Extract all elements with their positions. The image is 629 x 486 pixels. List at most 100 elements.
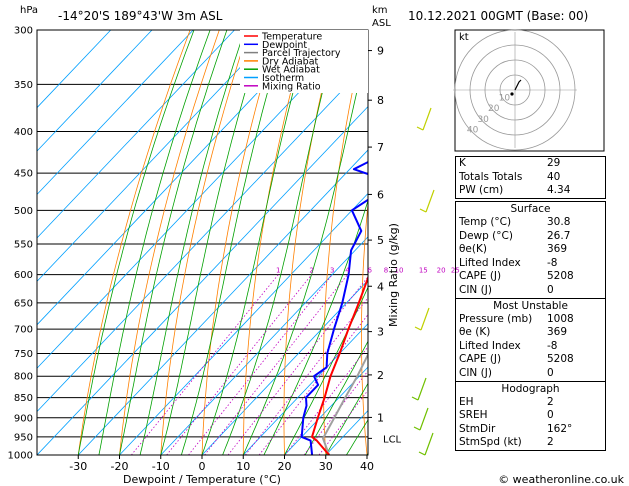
- legend-label: Parcel Trajectory: [262, 48, 341, 59]
- pressure-tick-label: 400: [14, 127, 33, 138]
- temp-tick-label: -20: [111, 460, 129, 473]
- surface-title: Surface: [510, 203, 551, 215]
- dry-adiabat: [160, 30, 249, 455]
- temperature-line: [311, 275, 368, 455]
- isotherm: [242, 323, 368, 455]
- temp-tick-label: 30: [319, 460, 333, 473]
- isotherm: [37, 30, 235, 239]
- wet-adiabat: [139, 30, 246, 455]
- legend-label: Dry Adiabat: [262, 56, 319, 67]
- index-row-pw: PW (cm) 4.34: [459, 184, 571, 197]
- hodograph-trace: [514, 79, 522, 91]
- hodograph-ring-label: 30: [477, 115, 489, 125]
- wet-adiabat: [284, 286, 368, 455]
- pressure-tick-label: 850: [14, 393, 33, 404]
- legend-label: Wet Adiabat: [262, 65, 320, 76]
- temp-tick-label: 20: [278, 460, 292, 473]
- pressure-tick-label: 750: [14, 349, 33, 360]
- surface-row: CIN (J) 0: [459, 283, 554, 296]
- dry-adiabat: [283, 30, 337, 455]
- temp-tick-label: 10: [236, 460, 250, 473]
- height-tick-label: 4: [377, 280, 384, 293]
- mixing-ratio-label: 2: [309, 267, 313, 275]
- wind-barb: [424, 432, 434, 456]
- mu-row: θe (K) 369: [459, 326, 568, 339]
- isotherm: [37, 30, 194, 196]
- temp-tick-label: 0: [199, 460, 206, 473]
- asl-label: ASL: [372, 18, 391, 29]
- dry-adiabat: [434, 30, 453, 455]
- dewpoint-line: [300, 160, 368, 455]
- mixing-ratio-label: 15: [419, 267, 428, 275]
- profiles: [300, 160, 368, 455]
- plot-frame: [36, 29, 369, 456]
- isotherm: [37, 30, 318, 326]
- wet-adiabat: [181, 30, 286, 455]
- wind-barb-flag: [416, 126, 424, 131]
- wind-barb: [417, 377, 427, 401]
- pressure-tick-label: 650: [14, 298, 33, 309]
- hodograph-ring-label: 40: [467, 125, 479, 135]
- pressure-tick-label: 900: [14, 413, 33, 424]
- copyright: © weatheronline.co.uk: [498, 473, 624, 486]
- dry-adiabat: [242, 30, 308, 455]
- surface-row: Lifted Index -8: [459, 256, 558, 269]
- height-tick-label: 2: [377, 369, 384, 382]
- hodograph-title: Hodograph: [501, 382, 560, 395]
- x-axis-label: Dewpoint / Temperature (°C): [123, 473, 281, 486]
- mu-row: CIN (J) 0: [459, 366, 554, 379]
- mixing-ratio-label: 20: [437, 267, 446, 275]
- mixing-ratio-label: 10: [395, 267, 404, 275]
- wind-barb: [425, 189, 435, 213]
- isotherm: [201, 279, 368, 455]
- legend-label: Isotherm: [262, 73, 304, 84]
- hodograph-frame: [454, 29, 605, 152]
- wind-barb-flag: [414, 326, 422, 331]
- wind-barb: [422, 107, 432, 131]
- wind-barb-flag: [413, 426, 421, 431]
- dry-adiabat: [361, 200, 368, 455]
- parcel-trajectory-line: [322, 352, 368, 455]
- pressure-tick-label: 600: [14, 270, 33, 281]
- pressure-tick-label: 450: [14, 169, 33, 180]
- surface-row: Dewp (°C) 26.7: [459, 229, 571, 242]
- pressure-tick-label: 800: [14, 372, 33, 383]
- mixing-ratio-line: [131, 274, 279, 455]
- storm-motion-marker: [510, 92, 514, 96]
- lcl-label: LCL: [383, 434, 402, 445]
- wet-adiabat: [222, 30, 339, 455]
- wet-adiabat: [304, 340, 368, 455]
- height-tick-label: 9: [377, 45, 384, 58]
- hodograph-unit-label: kt: [459, 32, 469, 43]
- height-tick-label: 7: [377, 141, 384, 154]
- index-row-k: K 29: [459, 157, 561, 169]
- mixing-ratio-label: 4: [345, 267, 350, 275]
- isotherm: [37, 105, 368, 455]
- dry-adiabat: [119, 30, 220, 455]
- dry-adiabat: [201, 30, 279, 455]
- height-tick-label: 6: [377, 188, 384, 201]
- wind-barbs: [411, 107, 435, 456]
- height-tick-label: 8: [377, 94, 384, 107]
- mixing-ratio-line: [166, 274, 312, 455]
- legend-label: Dewpoint: [262, 40, 307, 51]
- hodo-row: StmSpd (kt) 2: [459, 436, 554, 449]
- wet-adiabat: [119, 30, 228, 455]
- wet-adiabat: [160, 30, 265, 455]
- axes: 3003504004505005506006507007508008509009…: [8, 26, 460, 474]
- pressure-tick-label: 550: [14, 239, 33, 250]
- surface-row: CAPE (J) 5208: [459, 270, 574, 283]
- wet-adiabat: [77, 30, 195, 455]
- hodo-row: StmDir 162°: [459, 422, 573, 435]
- hpa-label: hPa: [20, 5, 38, 16]
- temp-tick-label: -30: [69, 460, 87, 473]
- height-tick-label: 5: [377, 234, 384, 247]
- hodo-row: SREH 0: [459, 409, 554, 422]
- legend-label: Temperature: [261, 32, 322, 43]
- pressure-tick-label: 500: [14, 206, 33, 217]
- wind-barb: [419, 407, 429, 431]
- index-row-totals: Totals Totals 40: [459, 170, 561, 183]
- surface-table: Surface Temp (°C) 30.8 Dewp (°C) 26.7 θe(K…: [455, 201, 606, 451]
